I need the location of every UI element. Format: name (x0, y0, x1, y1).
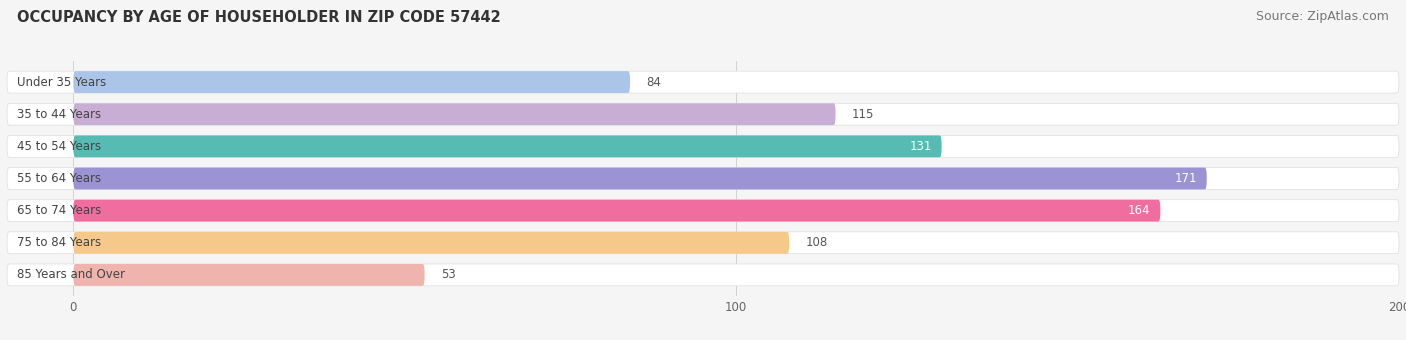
Text: 53: 53 (441, 268, 456, 282)
Text: Source: ZipAtlas.com: Source: ZipAtlas.com (1256, 10, 1389, 23)
Text: 75 to 84 Years: 75 to 84 Years (17, 236, 101, 249)
Text: 115: 115 (852, 108, 875, 121)
Text: 171: 171 (1174, 172, 1197, 185)
Text: OCCUPANCY BY AGE OF HOUSEHOLDER IN ZIP CODE 57442: OCCUPANCY BY AGE OF HOUSEHOLDER IN ZIP C… (17, 10, 501, 25)
FancyBboxPatch shape (7, 200, 1399, 222)
FancyBboxPatch shape (73, 168, 1206, 189)
Text: 85 Years and Over: 85 Years and Over (17, 268, 125, 282)
FancyBboxPatch shape (73, 71, 630, 93)
Text: Under 35 Years: Under 35 Years (17, 75, 107, 89)
Text: 55 to 64 Years: 55 to 64 Years (17, 172, 101, 185)
Text: 164: 164 (1128, 204, 1150, 217)
Text: 131: 131 (910, 140, 932, 153)
FancyBboxPatch shape (7, 71, 1399, 93)
FancyBboxPatch shape (73, 103, 835, 125)
Text: 35 to 44 Years: 35 to 44 Years (17, 108, 101, 121)
FancyBboxPatch shape (7, 103, 1399, 125)
FancyBboxPatch shape (7, 135, 1399, 157)
Text: 65 to 74 Years: 65 to 74 Years (17, 204, 101, 217)
FancyBboxPatch shape (73, 232, 789, 254)
FancyBboxPatch shape (73, 135, 942, 157)
Text: 84: 84 (647, 75, 662, 89)
FancyBboxPatch shape (7, 232, 1399, 254)
FancyBboxPatch shape (73, 200, 1160, 222)
FancyBboxPatch shape (7, 264, 1399, 286)
FancyBboxPatch shape (73, 264, 425, 286)
FancyBboxPatch shape (7, 168, 1399, 189)
Text: 45 to 54 Years: 45 to 54 Years (17, 140, 101, 153)
Text: 108: 108 (806, 236, 828, 249)
